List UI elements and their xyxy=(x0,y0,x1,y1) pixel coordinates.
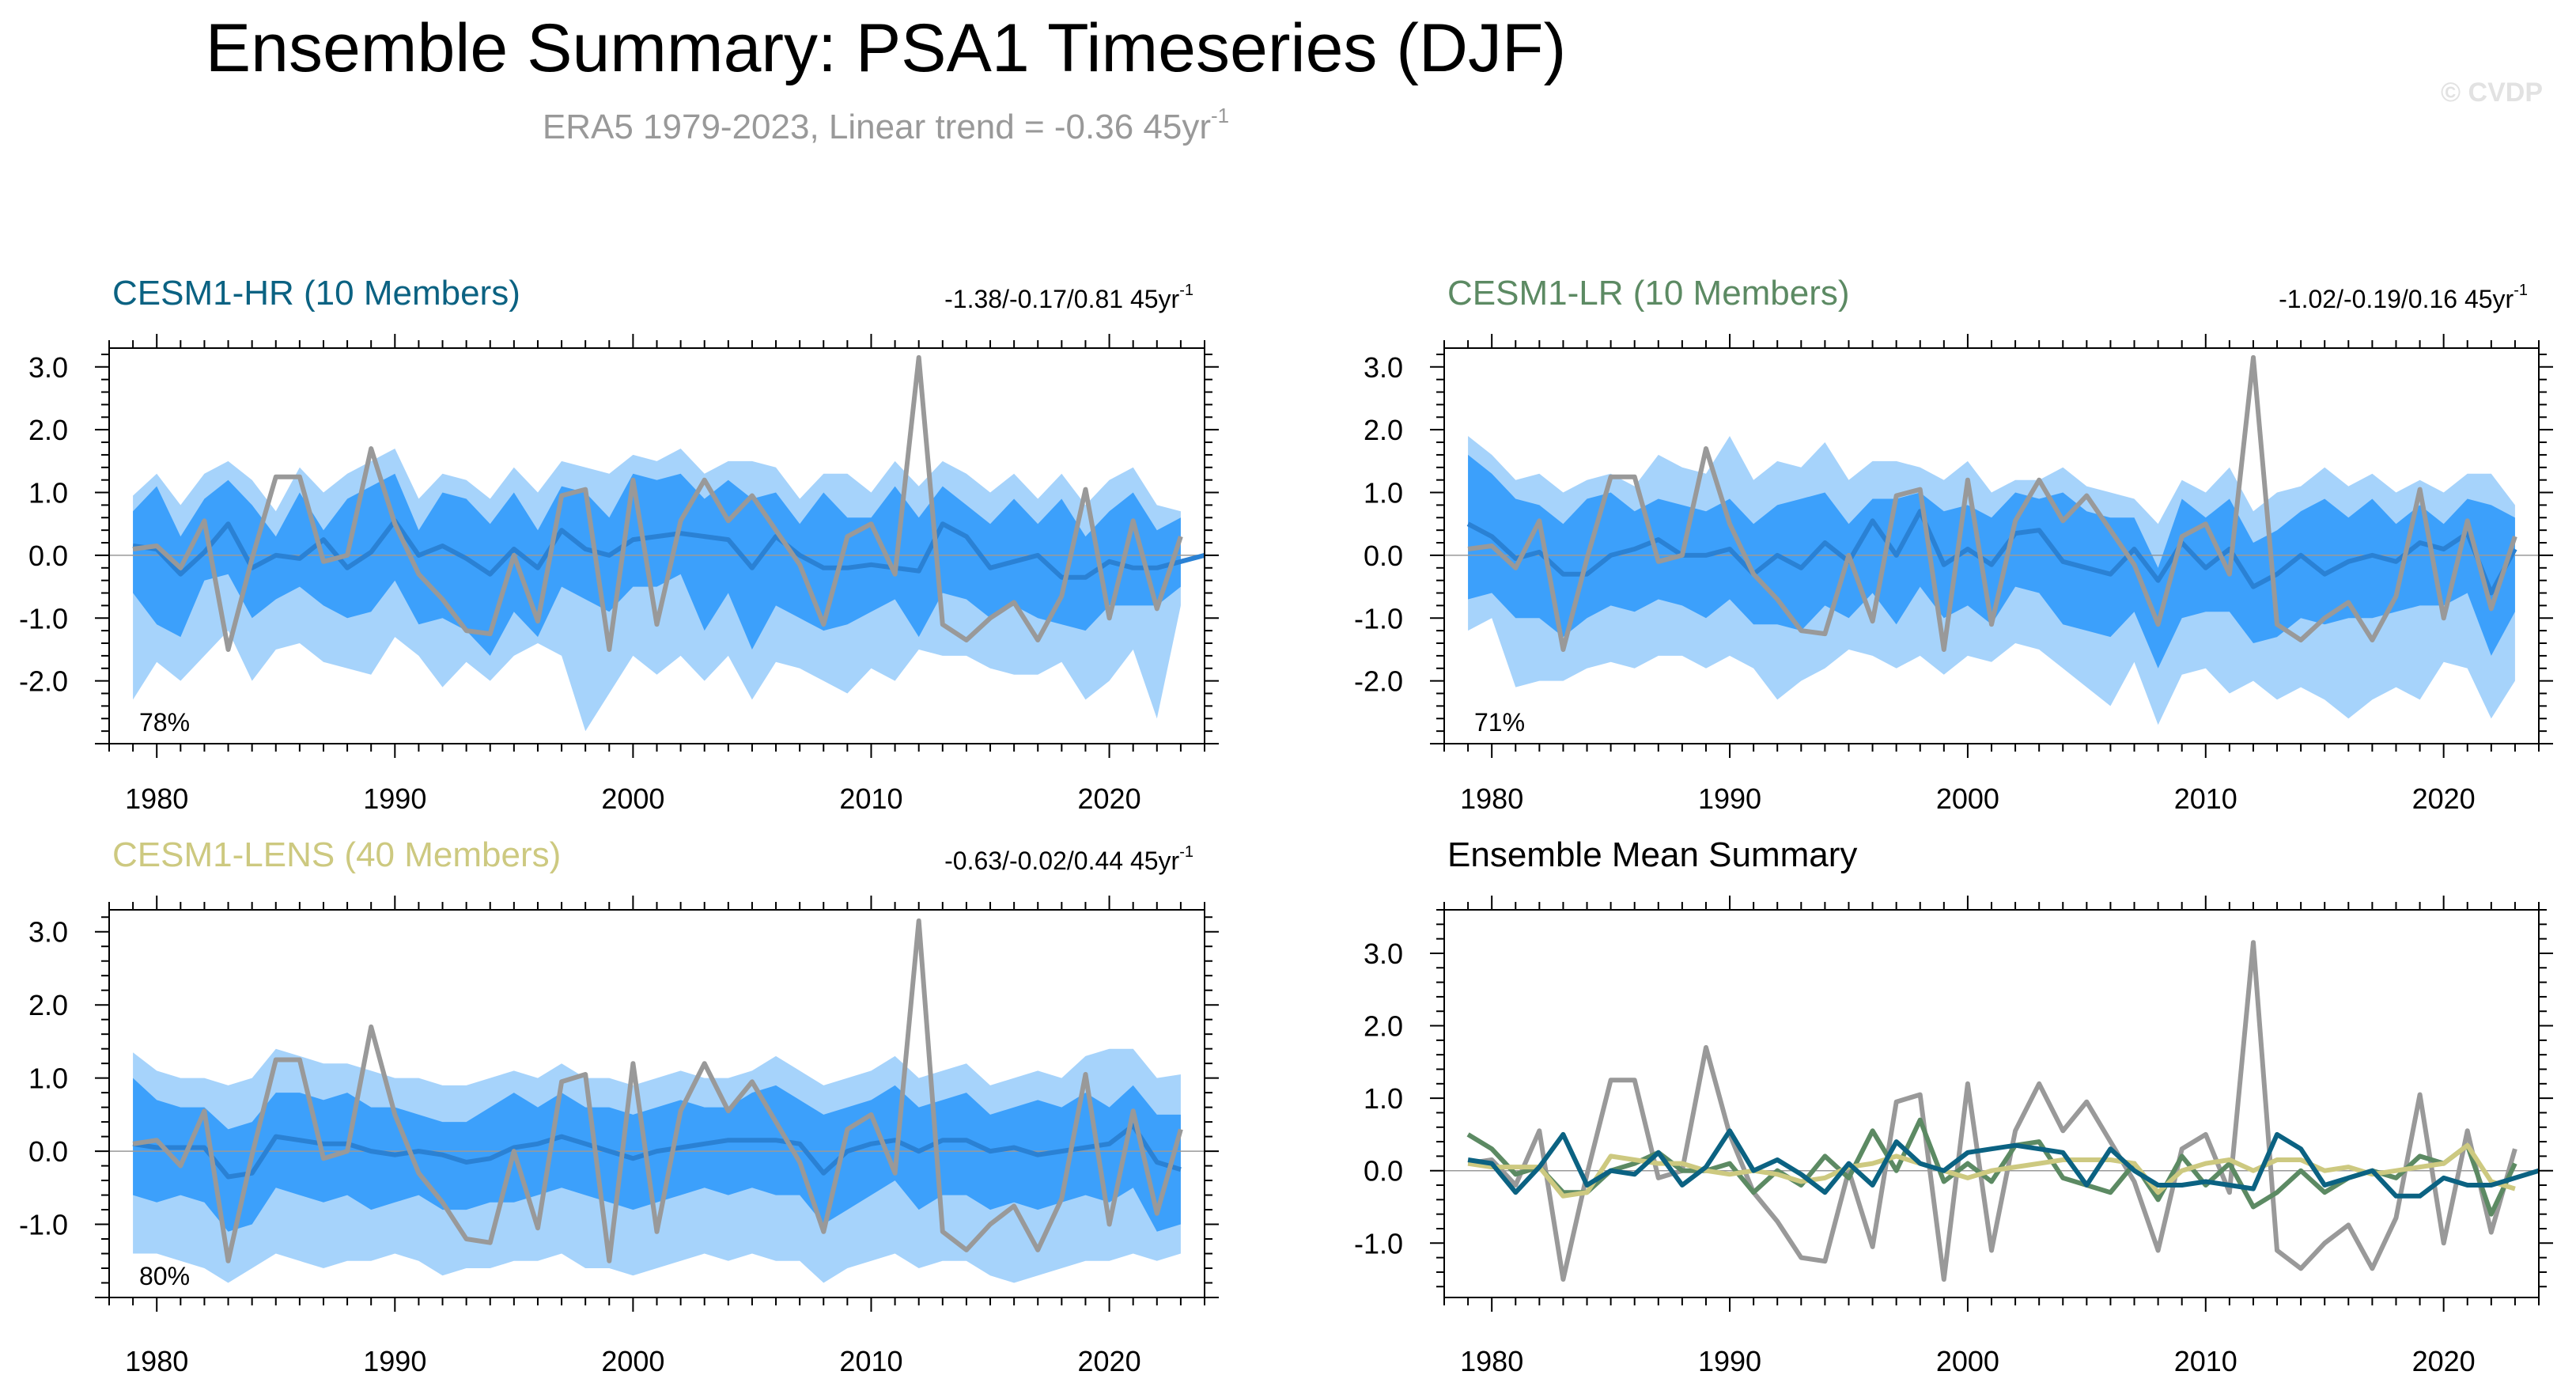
series-line-cesm1-hr xyxy=(1467,1128,2539,1199)
y-tick-label: 0.0 xyxy=(28,540,68,572)
panel-cesm1-lens: 1980 1990 2000 2010 2020 3.0 2.0 1.0 0.0 -1.0 CESM… xyxy=(19,835,1219,1377)
y-tick-label: 0.0 xyxy=(28,1135,68,1168)
x-tick-label: 1980 xyxy=(1460,782,1523,815)
panel-title: CESM1-LENS (40 Members) xyxy=(112,835,561,874)
y-tick-label: 2.0 xyxy=(1364,1010,1403,1043)
x-tick-label: 1980 xyxy=(125,782,188,815)
observed-line xyxy=(132,918,1183,1263)
y-tick-label: 1.0 xyxy=(1364,1082,1403,1115)
panel-cesm1-hr: 1980 1990 2000 2010 2020 3.0 2.0 1.0 0.0 -1.0 -2.0… xyxy=(19,274,1219,815)
y-tick-label: -2.0 xyxy=(19,665,68,698)
y-tick-label: 1.0 xyxy=(28,1063,68,1095)
x-tick-label: 2000 xyxy=(601,782,664,815)
plot-area xyxy=(109,354,1205,732)
trend-label: -1.02/-0.19/0.16 45yr-1 xyxy=(2279,282,2528,313)
x-tick-label: 2010 xyxy=(839,1345,902,1377)
panels: 1980 1990 2000 2010 2020 3.0 2.0 1.0 0.0 -1.0 -2.0… xyxy=(19,274,2553,1377)
ensemble-mean-line xyxy=(132,1123,1182,1180)
trend-label: -1.38/-0.17/0.81 45yr-1 xyxy=(944,282,1193,313)
trend-label-text: -1.38/-0.17/0.81 45yr xyxy=(944,285,1179,313)
figure-title: Ensemble Summary: PSA1 Timeseries (DJF) xyxy=(206,10,1566,86)
plot-area xyxy=(1444,354,2539,725)
x-tick-label: 1990 xyxy=(1698,1345,1761,1377)
y-tick-label: 3.0 xyxy=(1364,938,1403,970)
x-tick-label: 1990 xyxy=(363,1345,426,1377)
panel-title: CESM1-HR (10 Members) xyxy=(112,274,520,313)
trend-label-superscript: -1 xyxy=(2514,282,2528,299)
x-tick-label: 1980 xyxy=(125,1345,188,1377)
y-tick-label: 0.0 xyxy=(1364,540,1403,572)
plot-area xyxy=(109,918,1205,1283)
percent-label: 78% xyxy=(139,708,190,737)
panel-cesm1-lr: 1980 1990 2000 2010 2020 3.0 2.0 1.0 0.0 -1.0 -2.0… xyxy=(1354,274,2553,815)
y-tick-label: -2.0 xyxy=(1354,665,1403,698)
panel-title: CESM1-LR (10 Members) xyxy=(1447,274,1850,313)
panel-ensemble-mean: 1980 1990 2000 2010 2020 3.0 2.0 1.0 0.0 -1.0 Ense… xyxy=(1354,835,2553,1377)
x-tick-label: 2020 xyxy=(2412,1345,2476,1377)
y-tick-label: 2.0 xyxy=(28,414,68,446)
trend-label-superscript: -1 xyxy=(1179,282,1193,299)
x-tick-label: 1990 xyxy=(363,782,426,815)
trend-label: -0.63/-0.02/0.44 45yr-1 xyxy=(944,843,1193,875)
series-line-cesm1-lr xyxy=(1466,1117,2517,1217)
ensemble-mean-line xyxy=(1466,509,2517,596)
y-tick-label: 0.0 xyxy=(1364,1155,1403,1188)
x-tick-label: 2010 xyxy=(2174,782,2237,815)
observed-line xyxy=(132,354,1183,652)
trend-label-text: -1.02/-0.19/0.16 45yr xyxy=(2279,285,2514,313)
y-tick-label: 1.0 xyxy=(28,477,68,509)
observed-line xyxy=(1467,940,2517,1282)
x-tick-label: 1990 xyxy=(1698,782,1761,815)
observed-line xyxy=(1467,354,2517,652)
y-tick-label: 3.0 xyxy=(28,351,68,384)
ensemble-mean-line xyxy=(132,518,1205,580)
plot-area xyxy=(1444,940,2539,1282)
trend-label-superscript: -1 xyxy=(1179,843,1193,861)
figure-subtitle: ERA5 1979-2023, Linear trend = -0.36 45y… xyxy=(543,104,1229,146)
percent-label: 80% xyxy=(139,1262,190,1290)
x-tick-label: 2000 xyxy=(1936,1345,1999,1377)
x-tick-label: 2000 xyxy=(601,1345,664,1377)
y-tick-label: 2.0 xyxy=(1364,414,1403,446)
y-tick-label: -1.0 xyxy=(1354,1227,1403,1260)
x-tick-label: 1980 xyxy=(1460,1345,1523,1377)
watermark: © CVDP xyxy=(2441,78,2543,108)
y-tick-label: 3.0 xyxy=(28,916,68,949)
panel-title: Ensemble Mean Summary xyxy=(1447,835,1857,874)
y-tick-label: 3.0 xyxy=(1364,351,1403,384)
trend-label-text: -0.63/-0.02/0.44 45yr xyxy=(944,847,1179,875)
percent-label: 71% xyxy=(1474,708,1525,737)
subtitle-text: ERA5 1979-2023, Linear trend = -0.36 45y… xyxy=(543,108,1211,146)
y-tick-label: -1.0 xyxy=(19,602,68,634)
subtitle-superscript: -1 xyxy=(1211,104,1229,127)
series-line-cesm1-lens xyxy=(1467,1142,2516,1199)
x-tick-label: 2020 xyxy=(1078,782,1141,815)
y-tick-label: 2.0 xyxy=(28,989,68,1021)
y-tick-label: -1.0 xyxy=(19,1209,68,1241)
x-tick-label: 2020 xyxy=(2412,782,2476,815)
x-tick-label: 2020 xyxy=(1078,1345,1141,1377)
y-tick-label: -1.0 xyxy=(1354,602,1403,634)
x-tick-label: 2010 xyxy=(839,782,902,815)
y-tick-label: 1.0 xyxy=(1364,477,1403,509)
x-tick-label: 2010 xyxy=(2174,1345,2237,1377)
x-tick-label: 2000 xyxy=(1936,782,1999,815)
